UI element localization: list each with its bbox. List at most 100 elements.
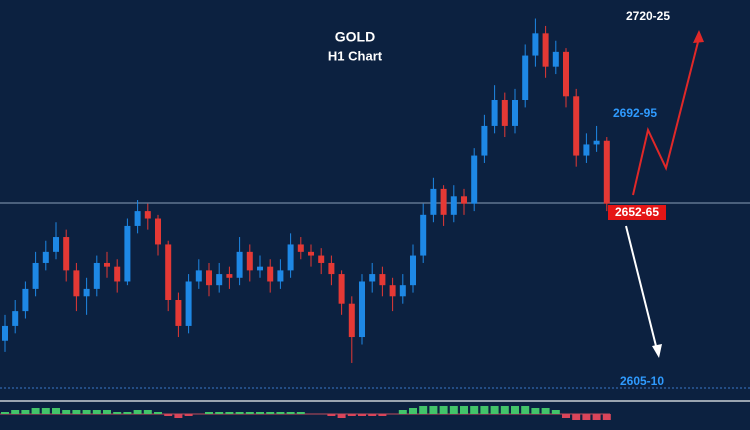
candle-body	[410, 255, 416, 286]
candle-body	[461, 196, 467, 204]
candle-body	[522, 55, 529, 100]
oscillator-bar	[551, 410, 560, 414]
candle-body	[348, 303, 355, 338]
candle-body	[542, 33, 549, 67]
oscillator-bar	[31, 408, 40, 414]
oscillator-bar	[52, 408, 60, 414]
oscillator-bar	[235, 412, 244, 414]
candle-body	[603, 140, 610, 204]
candle-body	[501, 100, 508, 126]
candle-body	[338, 274, 345, 304]
oscillator-bar	[490, 406, 499, 414]
marks	[1, 18, 611, 420]
oscillator-bar	[521, 406, 530, 414]
oscillator-bar	[164, 414, 173, 416]
candle-body	[206, 270, 212, 286]
candle-body	[236, 251, 243, 278]
oscillator-bar	[531, 408, 540, 414]
oscillator-bar	[541, 408, 550, 414]
oscillator-bar	[398, 410, 407, 414]
candle-body	[481, 125, 488, 156]
candle-body	[583, 144, 590, 156]
candle-body	[573, 96, 580, 156]
candle-body	[93, 262, 100, 289]
oscillator-bar	[429, 406, 438, 414]
candle-body	[12, 311, 19, 326]
candle-body	[552, 51, 559, 67]
bullish-arrow	[632, 37, 700, 196]
oscillator-bar	[245, 412, 254, 414]
oscillator-bar	[378, 414, 387, 416]
candle-body	[430, 188, 437, 215]
candle-body	[257, 266, 263, 271]
oscillator-bar	[266, 412, 275, 414]
oscillator-bar	[113, 412, 122, 414]
candle-body	[104, 262, 110, 267]
chart-subtitle: H1 Chart	[328, 48, 383, 63]
candle-body	[328, 262, 335, 275]
candle-body	[563, 51, 569, 97]
oscillator-bar	[276, 412, 285, 414]
candle-body	[144, 211, 151, 219]
candle-body	[195, 270, 202, 282]
oscillator-bar	[572, 414, 581, 420]
candle-body	[318, 255, 325, 263]
oscillator-bar	[409, 408, 417, 414]
oscillator-bar	[41, 408, 50, 414]
candle-body	[155, 218, 161, 245]
oscillator-bar	[480, 406, 489, 414]
oscillator-bar	[347, 414, 356, 416]
price-box	[608, 205, 666, 220]
candle-body	[491, 100, 498, 126]
candle-body	[134, 211, 141, 226]
price-label: 2652-65	[615, 205, 659, 219]
oscillator-bar	[215, 412, 224, 414]
oscillator-bar	[72, 410, 81, 414]
candle-body	[185, 281, 192, 326]
oscillator-bar	[256, 412, 264, 414]
candle-body	[512, 100, 518, 126]
oscillator-bar	[1, 412, 9, 414]
candle-body	[114, 266, 121, 282]
candle-body	[379, 274, 386, 286]
candle-body	[73, 270, 80, 297]
oscillator-bar	[11, 410, 20, 414]
oscillator-bar	[460, 406, 468, 414]
oscillator-bar	[327, 414, 336, 416]
candle-body	[593, 140, 600, 145]
oscillator-bar	[470, 406, 479, 414]
oscillator-bar	[358, 414, 366, 416]
oscillator-bar	[154, 412, 162, 414]
candle-body	[165, 244, 172, 300]
oscillator-bar	[21, 410, 30, 414]
oscillator-bar	[602, 414, 611, 420]
oscillator-bar	[592, 414, 601, 420]
oscillator-bar	[500, 406, 509, 414]
candle-body	[297, 244, 304, 252]
oscillator-bar	[368, 414, 377, 416]
candle-body	[277, 270, 284, 282]
candle-body	[42, 251, 49, 263]
chart-title: GOLD	[335, 29, 375, 45]
oscillator-bar	[439, 406, 448, 414]
candle-body	[32, 262, 39, 289]
oscillator-bar	[184, 414, 193, 416]
candle-body	[53, 237, 59, 252]
oscillator-bar	[174, 414, 183, 418]
oscillator-bar	[225, 412, 234, 414]
candle-body	[2, 325, 8, 341]
oscillator-bar	[449, 406, 458, 414]
oscillator-bar	[337, 414, 346, 418]
candle-body	[83, 288, 90, 297]
candle-body	[440, 188, 447, 215]
oscillator-bar	[133, 410, 142, 414]
candle-body	[450, 196, 457, 215]
oscillator-bar	[103, 410, 111, 414]
oscillator-bar	[205, 412, 213, 414]
candle-body	[63, 237, 70, 271]
oscillator-bar	[511, 406, 519, 414]
candle-body	[471, 155, 478, 204]
candle-body	[124, 225, 131, 282]
candle-body	[389, 285, 396, 297]
